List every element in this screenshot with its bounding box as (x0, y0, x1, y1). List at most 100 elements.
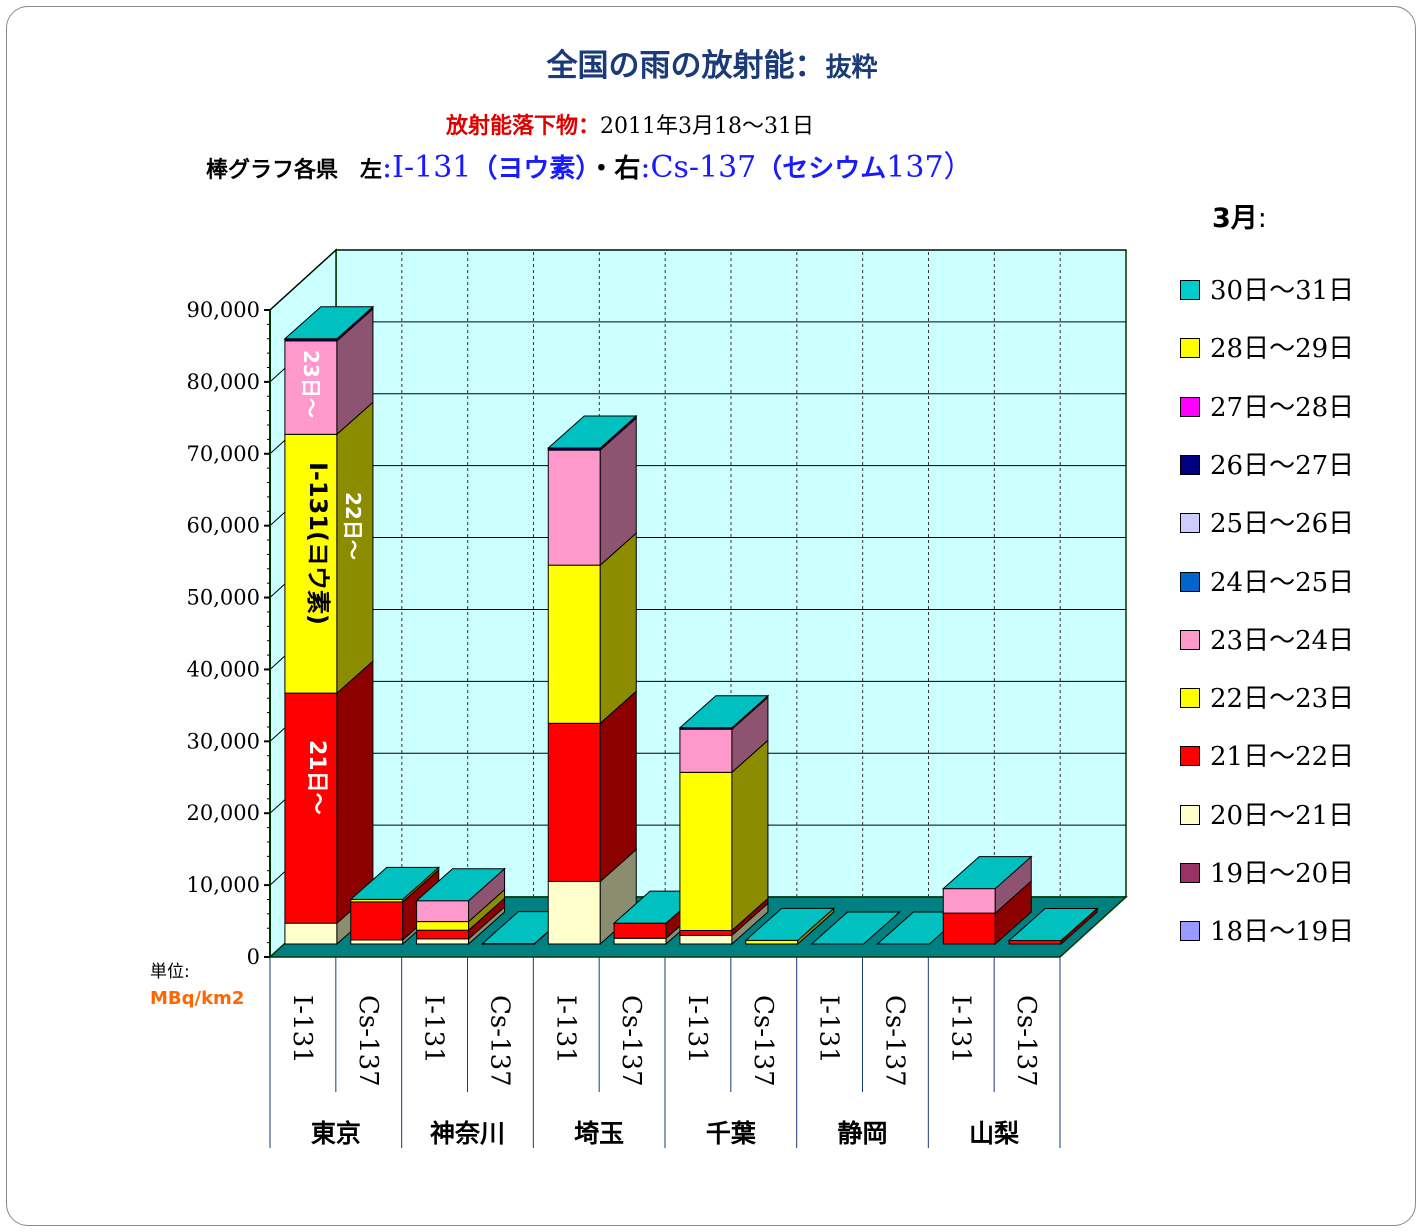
bar-segment (613, 937, 667, 945)
legend-swatch (1180, 746, 1200, 767)
prefecture-label: 東京 (311, 1119, 361, 1148)
bar-top (744, 907, 836, 941)
legend-label: 19日～20日 (1210, 859, 1355, 889)
legend-swatch (1180, 629, 1200, 650)
y-tick-label: 40,000 (187, 657, 260, 681)
bar-segment (942, 912, 996, 945)
legend-swatch (1180, 804, 1200, 825)
chart-title: 全国の雨の放射能：抜粋 (546, 48, 878, 84)
legend-swatch (1180, 571, 1200, 592)
bar-top (349, 866, 441, 900)
y-tick-label: 70,000 (187, 442, 260, 466)
bar-segment (1008, 940, 1062, 945)
bar-segment (547, 880, 601, 945)
bar-segment (416, 900, 470, 923)
bar-top (810, 911, 901, 945)
bar-segment (679, 728, 733, 773)
bar-segment (745, 939, 799, 945)
bar-top (678, 695, 770, 729)
bar-segment (416, 921, 470, 931)
legend-label: 28日～29日 (1210, 334, 1355, 365)
x-tick-label: I-131 (550, 995, 580, 1064)
prefecture-label: 千葉 (706, 1119, 757, 1148)
bar-annotation: 21日～ (304, 740, 329, 815)
subtitle-period: 放射能落下物：2011年3月18～31日 (446, 114, 814, 139)
y-tick-label: 10,000 (187, 873, 260, 897)
y-tick-label: 20,000 (187, 801, 260, 825)
x-tick-label: I-131 (287, 995, 317, 1064)
bar-segment-side (599, 532, 637, 725)
y-tick-label: 0 (247, 945, 260, 969)
prefecture-label: 静岡 (837, 1119, 887, 1148)
legend-label: 22日～23日 (1210, 684, 1355, 715)
prefecture-label: 山梨 (969, 1119, 1019, 1148)
y-tick-label: 30,000 (187, 729, 260, 753)
legend-label: 20日～21日 (1210, 800, 1355, 831)
bar-segment-side (599, 690, 637, 883)
bar-segment (284, 692, 338, 924)
unit-label: 単位: (150, 962, 190, 982)
x-tick-label: I-131 (945, 995, 975, 1064)
bar-segment (350, 939, 404, 945)
y-tick-label: 60,000 (187, 514, 260, 538)
bar-segment (284, 340, 338, 435)
bar-segment (679, 771, 733, 931)
x-tick-label: Cs-137 (353, 995, 383, 1087)
legend-label: 25日～26日 (1210, 509, 1355, 540)
bar-segment (613, 922, 667, 939)
bar-top (941, 856, 1033, 890)
unit-value: MBq/km2 (150, 988, 245, 1009)
bar-segment (284, 922, 338, 945)
bar-segment-side (731, 739, 769, 932)
x-tick-label: Cs-137 (879, 995, 909, 1087)
prefecture-label: 神奈川 (430, 1119, 505, 1148)
x-tick-label: I-131 (419, 995, 449, 1064)
bar-top (546, 415, 638, 449)
x-tick-label: Cs-137 (616, 995, 646, 1087)
x-tick-label: I-131 (682, 995, 712, 1064)
legend-swatch (1180, 454, 1200, 475)
legend-label: 21日～22日 (1210, 742, 1355, 773)
bar-segment (350, 901, 404, 941)
legend-label: 18日～19日 (1210, 917, 1355, 948)
legend-label: 26日～27日 (1210, 450, 1355, 481)
bar-top (415, 868, 506, 902)
legend-label: 27日～28日 (1210, 392, 1355, 423)
legend-swatch (1180, 863, 1200, 883)
bar-segment (416, 938, 470, 945)
bar-segment (547, 564, 601, 724)
bar-segment (284, 433, 338, 694)
subtitle-bars: 棒グラフ各県 左:I-131（ヨウ素）・右:Cs-137（セシウム137） (206, 150, 974, 185)
bar-segment (679, 934, 733, 945)
prefecture-label: 埼玉 (574, 1119, 624, 1148)
legend-swatch (1180, 513, 1200, 534)
bar-top (283, 306, 375, 340)
legend-label: 23日～24日 (1210, 625, 1355, 656)
legend-label: 30日～31日 (1210, 276, 1355, 306)
bar-top (1007, 908, 1099, 942)
x-tick-label: Cs-137 (484, 995, 514, 1087)
legend-swatch (1180, 338, 1200, 359)
legend-swatch (1180, 688, 1200, 709)
bar-annotation: I-131(ヨウ素) (304, 462, 332, 625)
legend-swatch (1180, 396, 1200, 417)
bar-annotation: 23日～ (299, 350, 323, 418)
y-tick-label: 50,000 (187, 586, 260, 610)
x-tick-label: Cs-137 (1011, 995, 1041, 1087)
y-tick-label: 80,000 (187, 370, 260, 394)
bar-segment-side (336, 659, 374, 925)
bar-segment (679, 929, 733, 936)
legend-month-label: 3月: (1212, 203, 1267, 234)
bar-segment (547, 449, 601, 566)
gridline-side (269, 249, 337, 311)
legend-label: 24日～25日 (1210, 567, 1355, 598)
bar-segment (942, 888, 996, 914)
legend-swatch (1180, 280, 1200, 300)
x-tick-label: Cs-137 (748, 995, 778, 1087)
x-tick-label: I-131 (814, 995, 844, 1064)
legend-swatch (1180, 921, 1200, 942)
bar-segment (547, 722, 601, 882)
bar-annotation: 22日～ (341, 492, 365, 560)
y-tick-label: 90,000 (187, 298, 260, 322)
